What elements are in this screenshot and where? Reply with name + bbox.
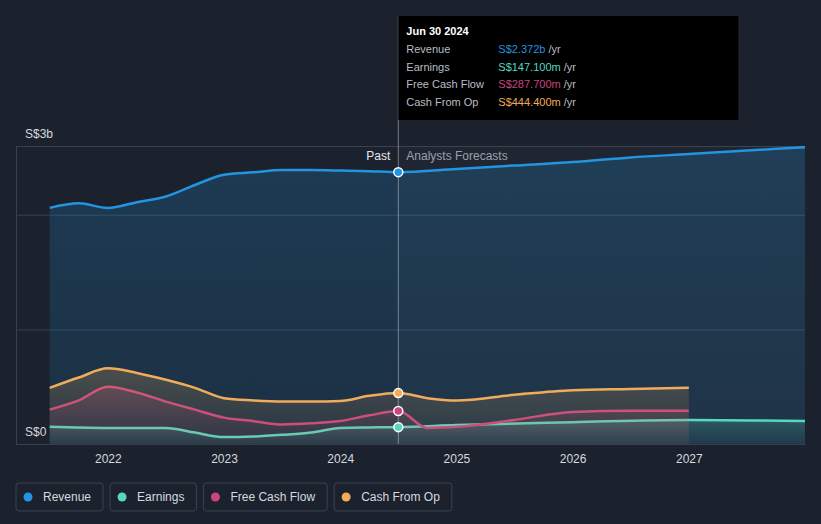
x-tick-label: 2025 xyxy=(444,452,471,466)
tooltip-label: Revenue xyxy=(406,43,450,55)
y-tick: S$3b xyxy=(16,127,805,146)
marker-group xyxy=(394,168,403,432)
tooltip-unit: /yr xyxy=(564,78,577,90)
annotation: Past xyxy=(366,149,391,163)
x-tick: 2022 xyxy=(95,444,122,466)
x-axis: 2022 2023 2024 2025 2026 2027 xyxy=(17,444,806,466)
point-marker xyxy=(394,407,403,416)
tooltip-label: Earnings xyxy=(406,61,450,73)
y-tick-label: S$3b xyxy=(25,127,53,141)
tooltip-unit: /yr xyxy=(548,43,561,55)
series-line xyxy=(50,147,805,208)
x-tick: 2027 xyxy=(676,444,703,466)
series-line xyxy=(50,368,689,401)
point-marker xyxy=(394,389,403,398)
legend: Revenue Earnings Free Cash Flow Cash From O… xyxy=(16,483,452,511)
tooltip-value: S$147.100m xyxy=(498,61,560,73)
tooltip-value: S$444.400m xyxy=(498,96,560,108)
tooltip-value-row: S$444.400m/yr xyxy=(498,96,576,108)
tooltip-value: S$287.700m xyxy=(498,78,560,90)
plot-area xyxy=(50,146,805,444)
tooltip-box xyxy=(398,16,738,120)
x-tick: 2024 xyxy=(327,444,354,466)
tooltip-title: Jun 30 2024 xyxy=(406,25,469,37)
grid-line xyxy=(16,444,805,445)
x-tick-label: 2024 xyxy=(327,452,354,466)
legend-swatch[interactable] xyxy=(211,493,220,502)
tooltip-unit: /yr xyxy=(564,61,577,73)
x-tick-label: 2026 xyxy=(560,452,587,466)
background xyxy=(0,0,821,524)
legend-label[interactable]: Revenue xyxy=(43,490,91,504)
legend-item[interactable]: Revenue xyxy=(16,483,103,511)
y-axis: S$0 S$3b xyxy=(16,127,805,444)
x-tick: 2023 xyxy=(211,444,238,466)
legend-box[interactable] xyxy=(16,483,103,511)
y-tick-label: S$0 xyxy=(25,425,47,439)
legend-swatch[interactable] xyxy=(118,493,127,502)
legend-label[interactable]: Cash From Op xyxy=(361,490,440,504)
legend-box[interactable] xyxy=(334,483,452,511)
point-marker xyxy=(394,168,403,177)
tooltip-label: Cash From Op xyxy=(406,96,478,108)
tooltip-value-row: S$147.100m/yr xyxy=(498,61,576,73)
x-axis-line xyxy=(17,444,806,445)
x-tick: 2025 xyxy=(444,444,471,466)
tooltip-label: Free Cash Flow xyxy=(406,78,484,90)
legend-box[interactable] xyxy=(203,483,327,511)
legend-item[interactable]: Free Cash Flow xyxy=(203,483,327,511)
series-area xyxy=(50,147,805,444)
tooltip-value: S$2.372b xyxy=(498,43,545,55)
tooltip: Jun 30 2024 Revenue S$2.372b/yr Earnings S$1… xyxy=(398,16,738,120)
legend-label[interactable]: Free Cash Flow xyxy=(230,490,315,504)
tooltip-value-row: S$2.372b/yr xyxy=(498,43,561,55)
legend-item[interactable]: Cash From Op xyxy=(334,483,452,511)
series-area xyxy=(50,368,689,444)
tooltip-unit: /yr xyxy=(564,96,577,108)
x-tick: 2026 xyxy=(560,444,587,466)
chart: S$0 S$3b 2022 2023 2024 2025 2026 2027 Past Analy… xyxy=(0,0,821,524)
y-axis-line xyxy=(16,147,17,445)
point-marker xyxy=(394,423,403,432)
x-tick-label: 2027 xyxy=(676,452,703,466)
legend-box[interactable] xyxy=(110,483,196,511)
x-tick-label: 2023 xyxy=(211,452,238,466)
legend-item[interactable]: Earnings xyxy=(110,483,196,511)
legend-swatch[interactable] xyxy=(342,493,351,502)
tooltip-value-row: S$287.700m/yr xyxy=(498,78,576,90)
annotation: Analysts Forecasts xyxy=(406,149,507,163)
x-tick-label: 2022 xyxy=(95,452,122,466)
legend-swatch[interactable] xyxy=(24,493,33,502)
legend-label[interactable]: Earnings xyxy=(137,490,184,504)
